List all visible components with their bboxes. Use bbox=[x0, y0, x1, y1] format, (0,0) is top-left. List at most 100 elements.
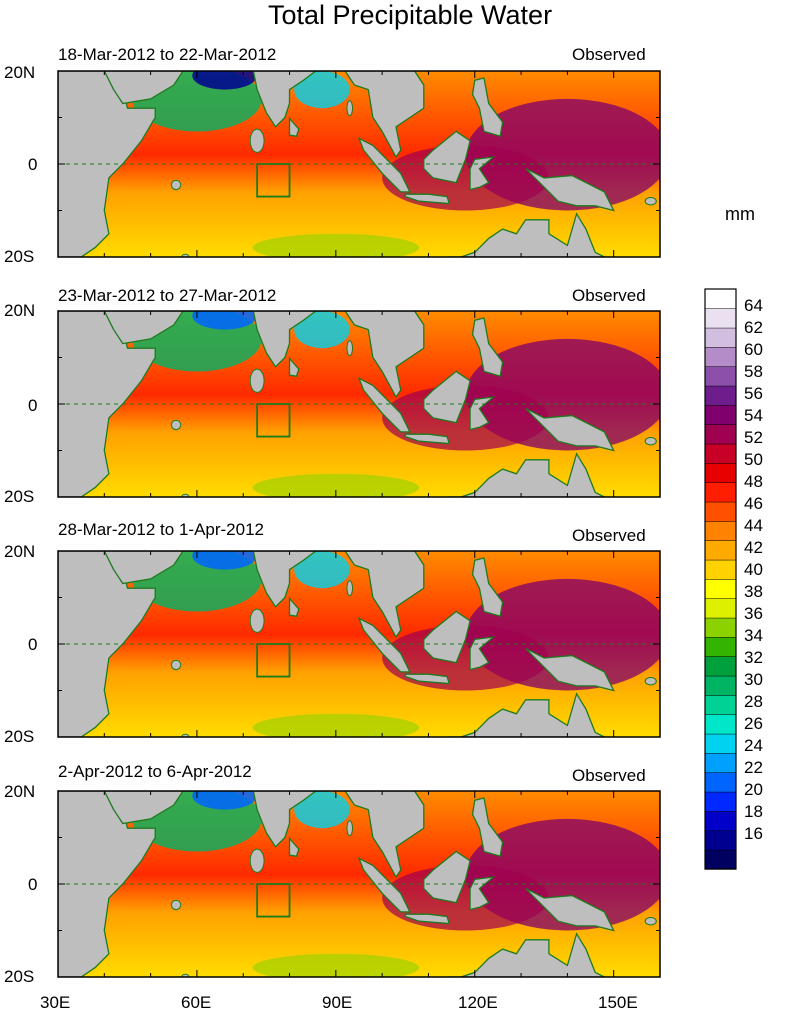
panel-3-dry-south-indian bbox=[252, 713, 420, 737]
panel-2-ylabel-south: 20S bbox=[4, 487, 35, 506]
colorbar-label-18: 18 bbox=[744, 802, 763, 821]
colorbar-segment-16 bbox=[704, 559, 737, 580]
colorbar-label-26: 26 bbox=[744, 714, 763, 733]
colorbar-segment-7 bbox=[704, 733, 737, 754]
colorbar-label-22: 22 bbox=[744, 758, 763, 777]
x-tick-label-60e: 60E bbox=[181, 993, 212, 1012]
colorbar-label-52: 52 bbox=[744, 428, 763, 447]
panel-4-land-arabia bbox=[103, 791, 184, 825]
panel-2-land-philippines bbox=[471, 317, 504, 377]
panel-1-dry-bay-of-bengal bbox=[294, 71, 350, 109]
x-tick-label-120e: 120E bbox=[458, 993, 498, 1012]
colorbar-segment-4 bbox=[704, 791, 737, 812]
panel-3-land-australia bbox=[447, 692, 605, 737]
panel-1-ylabel-south: 20S bbox=[4, 247, 35, 266]
colorbar-segment-5 bbox=[704, 772, 737, 793]
panel-3-land-newguinea bbox=[525, 648, 615, 692]
panel-4-land-newguinea bbox=[525, 888, 615, 932]
panel-4-dry-bay-of-bengal bbox=[294, 791, 350, 829]
panel-4-ylabel-north: 20N bbox=[4, 782, 36, 801]
x-tick-label-150e: 150E bbox=[598, 993, 638, 1012]
x-tick-label-30e: 30E bbox=[40, 993, 71, 1012]
panel-3-land-arabia bbox=[103, 551, 184, 585]
panel-1-dry-core bbox=[192, 71, 258, 90]
panel-1-land-sulawesi bbox=[469, 156, 496, 191]
panel-1-land-arabia bbox=[103, 71, 184, 105]
panel-3-land-india bbox=[234, 551, 329, 608]
panel-1-land-newguinea bbox=[525, 168, 615, 212]
colorbar-segment-30 bbox=[704, 288, 737, 309]
panel-1-island-4 bbox=[346, 100, 354, 117]
panel-4-status: Observed bbox=[572, 766, 646, 785]
panel-4-dry-core bbox=[192, 791, 258, 810]
panel-2-ylabel-north: 20N bbox=[4, 301, 36, 320]
colorbar-label-40: 40 bbox=[744, 560, 763, 579]
panel-4-island-5 bbox=[644, 916, 657, 926]
colorbar-segment-27 bbox=[704, 346, 737, 367]
panel-4-island-4 bbox=[346, 820, 354, 837]
colorbar-label-24: 24 bbox=[744, 736, 763, 755]
panel-2-date: 23-Mar-2012 to 27-Mar-2012 bbox=[58, 286, 277, 305]
colorbar-segment-11 bbox=[704, 656, 737, 677]
panel-4-land-java bbox=[404, 913, 451, 925]
panel-4-land-australia bbox=[447, 932, 605, 977]
panel-2-status: Observed bbox=[572, 286, 646, 305]
chart-title: Total Precipitable Water bbox=[267, 0, 553, 30]
panel-2-land-newguinea bbox=[525, 408, 615, 452]
panel-2-land-india bbox=[234, 311, 329, 368]
panel-2-land-srilanka bbox=[288, 356, 300, 377]
colorbar-label-54: 54 bbox=[744, 406, 763, 425]
panel-3-ylabel-equator: 0 bbox=[28, 635, 38, 654]
panel-4-ylabel-equator: 0 bbox=[28, 875, 38, 894]
panel-1-land-borneo bbox=[423, 130, 471, 184]
x-tick-label-90e: 90E bbox=[322, 993, 353, 1012]
colorbar-segment-15 bbox=[704, 578, 737, 599]
colorbar-label-20: 20 bbox=[744, 780, 763, 799]
colorbar-segment-26 bbox=[704, 366, 737, 387]
panel-2-dry-south-indian bbox=[252, 473, 420, 497]
panel-1-land-srilanka bbox=[288, 116, 300, 137]
panel-2-map bbox=[58, 311, 660, 497]
panel-1-island-2 bbox=[170, 179, 182, 191]
panel-2-land-seasia bbox=[344, 311, 425, 399]
panel-1-island-5 bbox=[644, 196, 657, 206]
panel-4-land-sulawesi bbox=[469, 876, 496, 911]
colorbar-label-16: 16 bbox=[744, 824, 763, 843]
colorbar-label-64: 64 bbox=[744, 296, 763, 315]
colorbar-segment-13 bbox=[704, 617, 737, 638]
colorbar-label-60: 60 bbox=[744, 340, 763, 359]
colorbar-segment-14 bbox=[704, 598, 737, 619]
colorbar-label-58: 58 bbox=[744, 362, 763, 381]
colorbar-label-46: 46 bbox=[744, 494, 763, 513]
colorbar-label-56: 56 bbox=[744, 384, 763, 403]
panel-4-land-philippines bbox=[471, 797, 504, 857]
panel-2-land-borneo bbox=[423, 370, 471, 424]
colorbar-segment-29 bbox=[704, 308, 737, 329]
colorbar-segment-19 bbox=[704, 501, 737, 522]
panel-2-island-5 bbox=[644, 436, 657, 446]
colorbar-segment-24 bbox=[704, 404, 737, 425]
panel-3-ylabel-north: 20N bbox=[4, 542, 36, 561]
panel-4-ylabel-south: 20S bbox=[4, 967, 35, 986]
panel-1-map bbox=[58, 71, 660, 257]
panel-3-analysis-box bbox=[256, 643, 291, 678]
panel-1-land-india bbox=[234, 71, 329, 128]
panel-1-land-seasia bbox=[344, 71, 425, 159]
panel-2-dry-bay-of-bengal bbox=[294, 311, 350, 349]
colorbar-label-42: 42 bbox=[744, 538, 763, 557]
panel-4-land-india bbox=[234, 791, 329, 848]
panel-1-analysis-box bbox=[256, 163, 291, 198]
panel-1-dry-south-indian bbox=[252, 233, 420, 257]
colorbar-label-62: 62 bbox=[744, 318, 763, 337]
panel-3-land-java bbox=[404, 673, 451, 685]
panel-2-island-4 bbox=[346, 340, 354, 357]
panel-1-ylabel-equator: 0 bbox=[28, 155, 38, 174]
colorbar-label-28: 28 bbox=[744, 692, 763, 711]
panel-1-island-1 bbox=[249, 128, 265, 153]
panel-1-ylabel-north: 20N bbox=[4, 63, 36, 82]
colorbar-segment-6 bbox=[704, 752, 737, 773]
colorbar-frame bbox=[704, 288, 737, 870]
panel-3-dry-core bbox=[192, 551, 258, 570]
panel-3-island-2 bbox=[170, 659, 182, 671]
panel-3-land-philippines bbox=[471, 557, 504, 617]
